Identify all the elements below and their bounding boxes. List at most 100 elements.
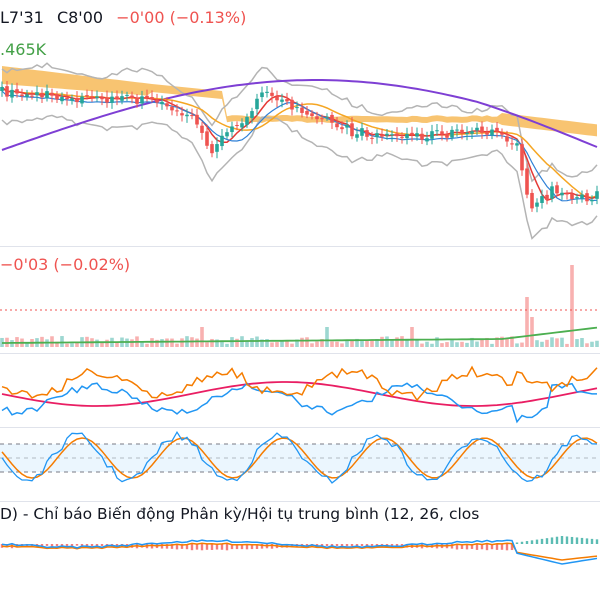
macd-histogram-bar (580, 537, 584, 544)
candle-body (460, 129, 464, 134)
volume-bar (280, 340, 284, 347)
candle-body (595, 191, 599, 199)
volume-bar (235, 338, 239, 347)
volume-bar (460, 341, 464, 347)
macd-histogram-bar (190, 544, 194, 551)
candle-body (455, 129, 459, 131)
candle-body (425, 138, 429, 142)
candle-body (65, 97, 69, 100)
ohlc-legend: L7'31 C8'00 −0'00 (−0.13%) (0, 8, 246, 27)
volume-bar (485, 337, 489, 347)
candle-body (105, 97, 109, 103)
volume-bar (385, 336, 389, 347)
volume-bar (515, 343, 519, 347)
volume-bar (325, 327, 329, 347)
candle-body (85, 95, 89, 97)
volume-bar (545, 339, 549, 347)
panel-separator[interactable] (0, 246, 600, 247)
candle-body (485, 131, 489, 135)
volume-bar (100, 342, 104, 347)
ma-blue-line (1, 90, 598, 202)
macd-histogram-bar (585, 538, 589, 544)
candle-body (420, 133, 424, 140)
oscillator-main-line (1, 365, 598, 402)
volume-bar (470, 337, 474, 347)
candle-body (360, 128, 364, 136)
volume-bar (300, 337, 304, 347)
macd-histogram-bar (595, 539, 599, 544)
volume-bar (555, 338, 559, 347)
candle-body (190, 115, 194, 117)
macd-histogram-bar (160, 544, 164, 549)
candle-body (505, 136, 509, 142)
candle-body (450, 129, 454, 138)
volume-bar (350, 340, 354, 347)
volume-bar (420, 343, 424, 347)
volume-bar (290, 343, 294, 347)
volume-bar (465, 342, 469, 347)
candle-body (580, 194, 584, 199)
macd-histogram-bar (90, 544, 94, 547)
candle-body (20, 94, 24, 97)
candle-body (525, 168, 529, 195)
volume-bar (195, 338, 199, 347)
panel-separator[interactable] (0, 353, 600, 354)
volume-legend: −0'03 (−0.02%) (0, 255, 131, 274)
stochastic-k-line (1, 430, 598, 484)
candle-body (310, 113, 314, 117)
volume-bar (160, 339, 164, 347)
volume-bar (520, 342, 524, 347)
macd-histogram-bar (530, 540, 534, 544)
candle-body (590, 200, 594, 202)
volume-bar (75, 341, 79, 347)
candle-body (515, 143, 519, 146)
candle-body (95, 96, 99, 99)
volume-bar (365, 339, 369, 347)
candle-body (390, 134, 394, 136)
macd-histogram-bar (55, 544, 59, 547)
macd-histogram-bar (560, 536, 564, 544)
panel-separator[interactable] (0, 427, 600, 428)
macd-histogram-bar (470, 544, 474, 549)
volume-panel[interactable] (0, 247, 600, 352)
candle-body (495, 127, 499, 132)
volume-bar (345, 341, 349, 347)
candle-body (285, 99, 289, 102)
candle-body (585, 193, 589, 202)
candle-body (130, 95, 134, 98)
volume-bar (65, 343, 69, 347)
candle-body (325, 116, 329, 118)
candle-body (370, 137, 374, 139)
volume-bar (265, 339, 269, 347)
volume-bar (180, 338, 184, 347)
volume-bar (405, 338, 409, 347)
panel-separator[interactable] (0, 501, 600, 502)
macd-histogram-bar (310, 544, 314, 548)
volume-bar (270, 342, 274, 347)
candle-body (145, 95, 149, 98)
price-panel[interactable] (0, 0, 600, 245)
candle-body (165, 103, 169, 107)
candle-body (70, 98, 74, 101)
candle-body (475, 127, 479, 131)
stochastic-panel[interactable] (0, 428, 600, 500)
macd-panel[interactable] (0, 502, 600, 600)
macd-histogram-bar (390, 544, 394, 547)
macd-histogram-bar (325, 544, 329, 547)
candle-body (500, 132, 504, 135)
oscillator-panel[interactable] (0, 354, 600, 426)
macd-histogram-bar (115, 544, 119, 547)
candle-body (135, 97, 139, 104)
ohlc-low: L7'31 (0, 8, 44, 27)
oscillator-fast-line (1, 382, 597, 424)
candle-body (440, 131, 444, 135)
volume-bar (535, 340, 539, 347)
candle-body (160, 101, 164, 105)
volume-bar (55, 341, 59, 347)
volume-bar (585, 343, 589, 347)
volume-bar (495, 337, 499, 347)
macd-histogram-bar (100, 544, 104, 547)
volume-bar (510, 336, 514, 347)
candle-body (405, 134, 409, 139)
